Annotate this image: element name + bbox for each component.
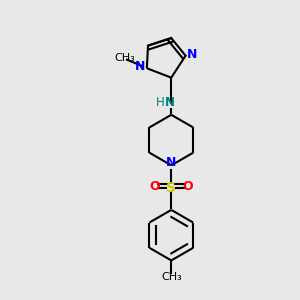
Text: O: O (182, 180, 193, 193)
Text: H: H (156, 96, 164, 110)
Text: S: S (166, 181, 176, 195)
Text: N: N (135, 60, 146, 73)
Text: N: N (166, 157, 176, 169)
Text: N: N (187, 48, 197, 61)
Text: CH₃: CH₃ (114, 53, 135, 63)
Text: O: O (150, 180, 160, 193)
Text: CH₃: CH₃ (161, 272, 182, 282)
Text: N: N (165, 96, 175, 110)
